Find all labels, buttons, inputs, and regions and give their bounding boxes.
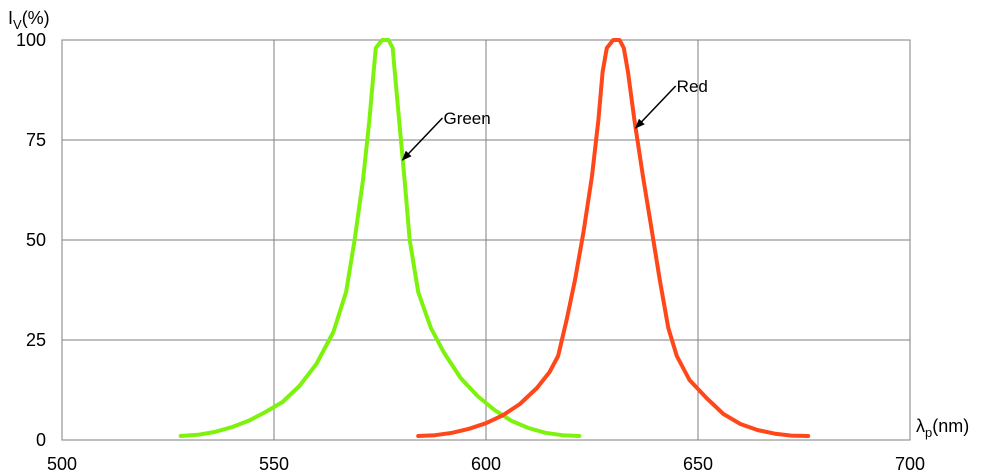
y-tick-label: 100 bbox=[16, 30, 46, 50]
x-tick-label: 500 bbox=[47, 454, 77, 472]
y-tick-label: 25 bbox=[26, 330, 46, 350]
annotation-arrow bbox=[634, 85, 677, 129]
annotations: Green Red bbox=[401, 77, 708, 161]
x-tick-label: 650 bbox=[683, 454, 713, 472]
y-axis-title: IV(%) bbox=[8, 8, 50, 32]
x-tick-label: 700 bbox=[895, 454, 925, 472]
series-layer bbox=[178, 38, 811, 438]
series-line-red bbox=[416, 38, 811, 438]
tick-labels: 500 550 600 650 700 0 25 50 75 100 bbox=[16, 30, 925, 472]
y-tick-label: 0 bbox=[36, 430, 46, 450]
y-tick-label: 75 bbox=[26, 130, 46, 150]
x-tick-label: 550 bbox=[259, 454, 289, 472]
x-tick-label: 600 bbox=[471, 454, 501, 472]
annotation-label-red: Red bbox=[677, 77, 708, 96]
y-tick-label: 50 bbox=[26, 230, 46, 250]
grid bbox=[61, 39, 911, 441]
x-axis-title: λp(nm) bbox=[916, 416, 969, 440]
series-line-green bbox=[178, 38, 582, 438]
annotation-label-green: Green bbox=[443, 109, 490, 128]
annotation-arrow bbox=[401, 117, 444, 161]
